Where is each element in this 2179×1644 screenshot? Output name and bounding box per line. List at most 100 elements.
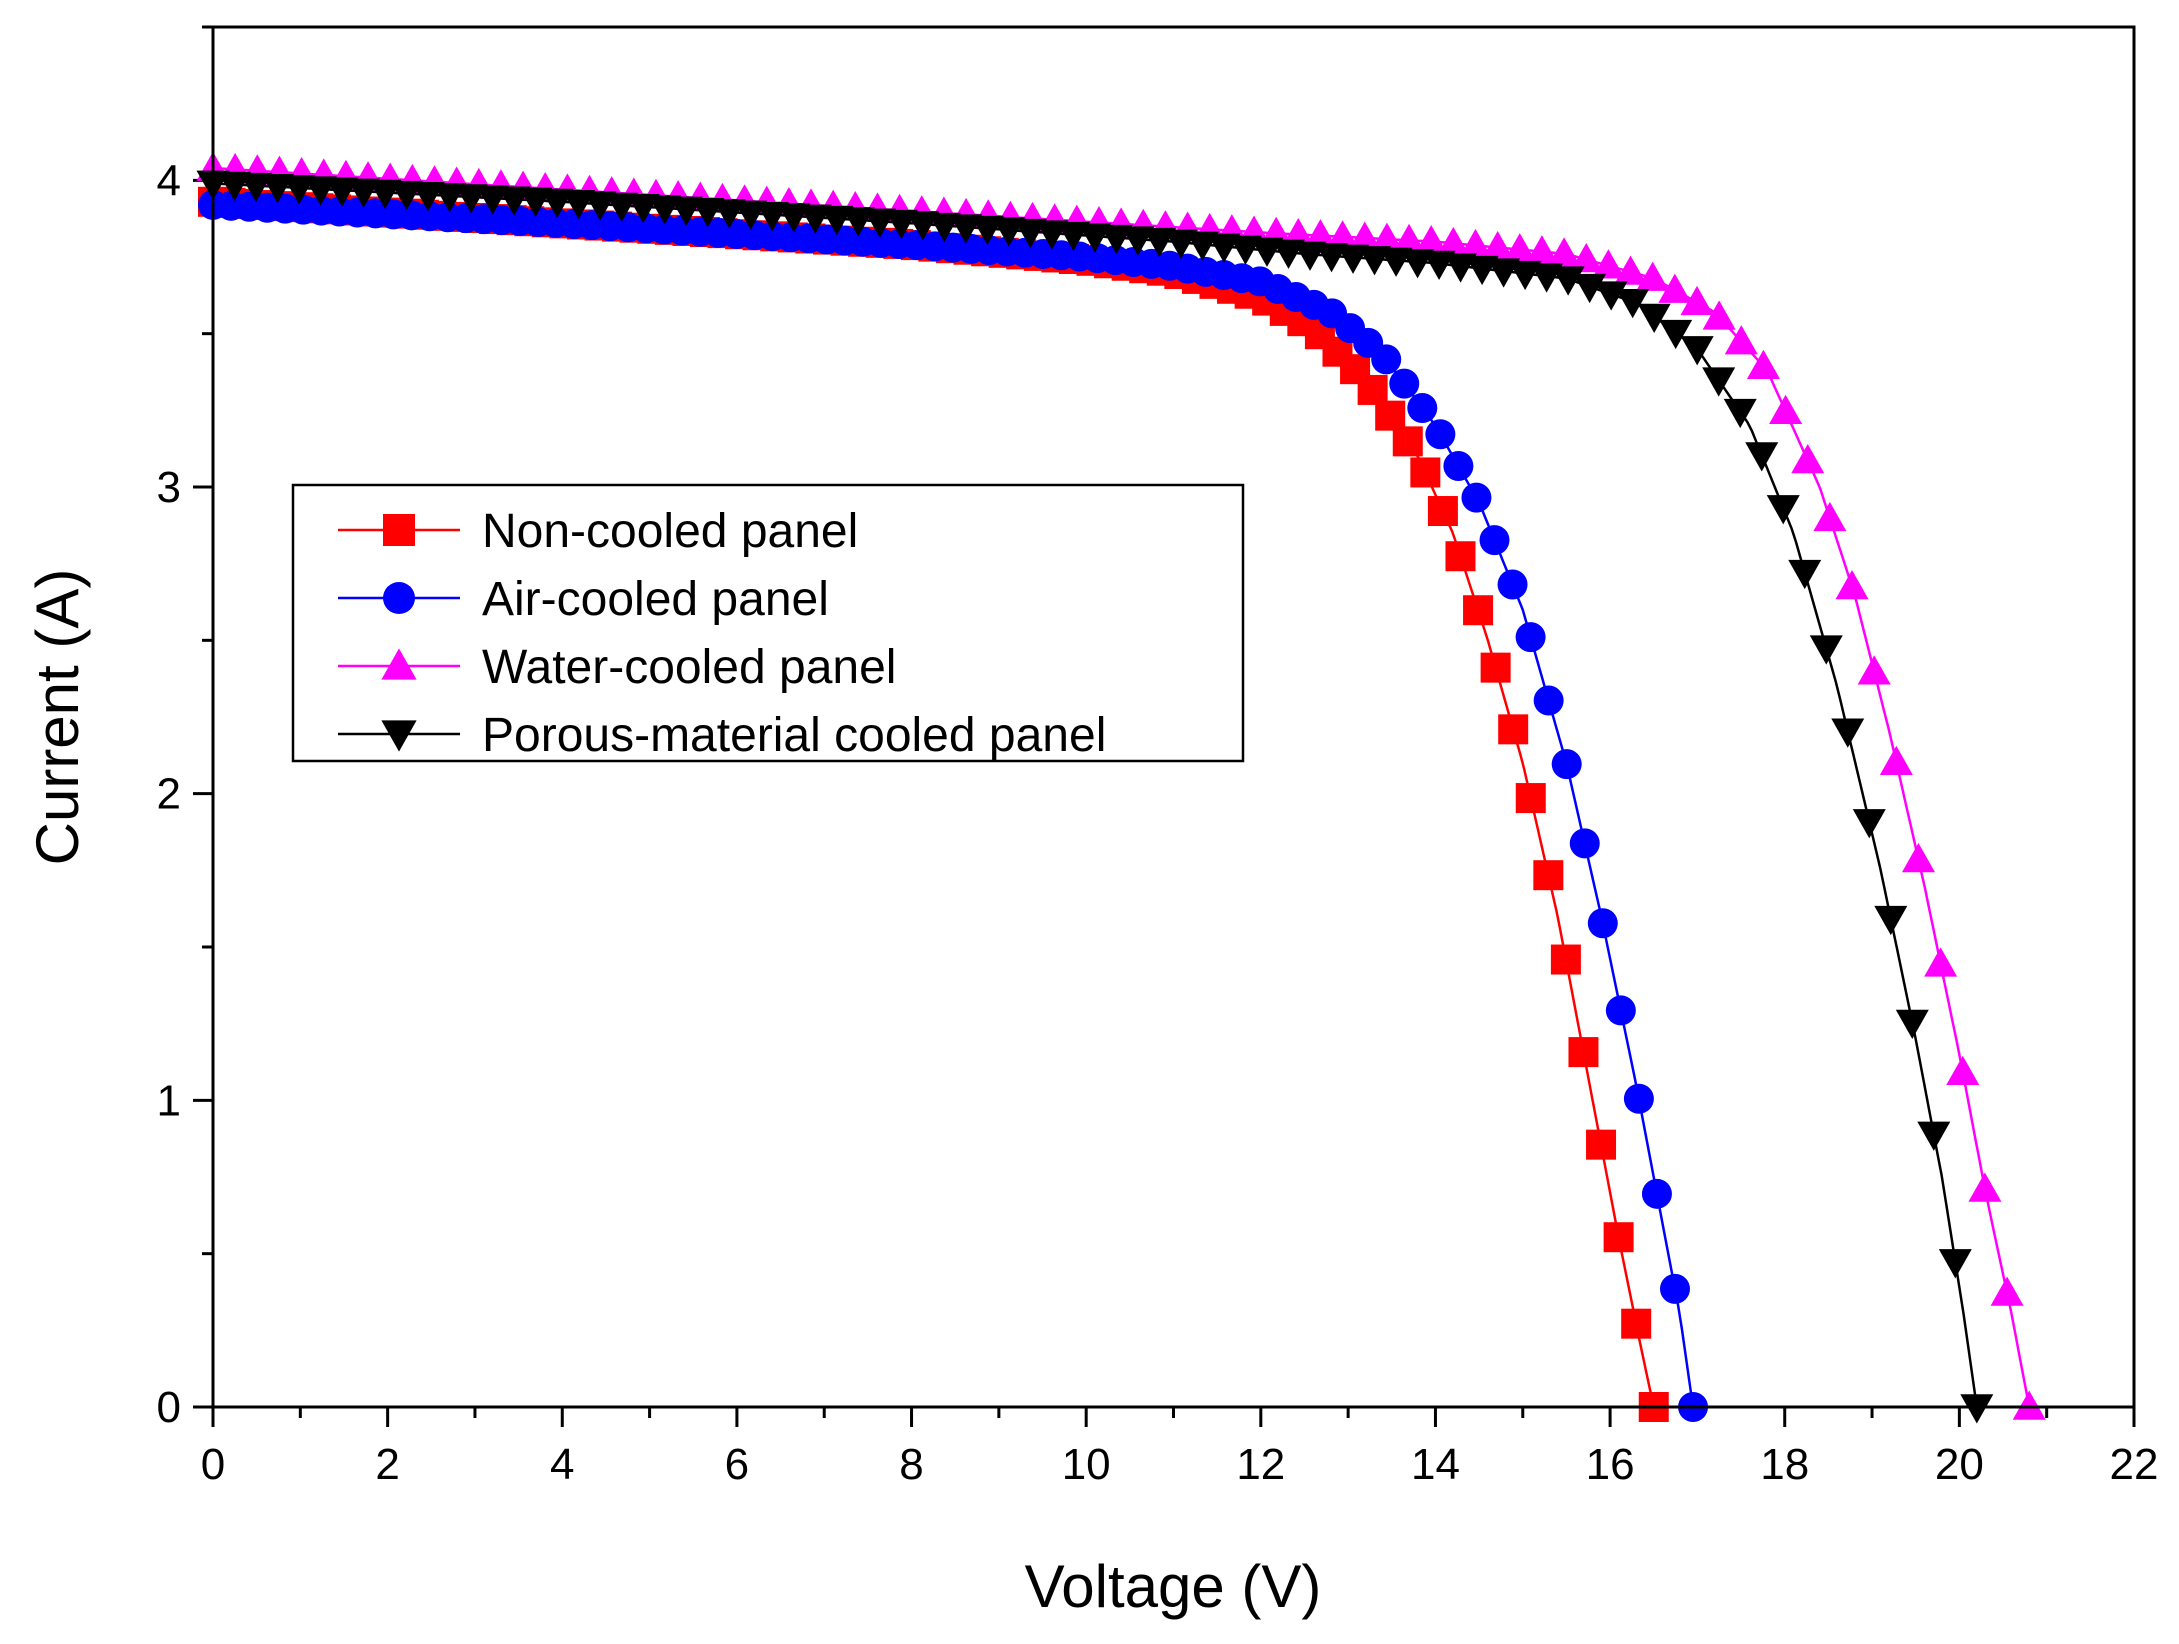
- x-tick-label: 22: [2110, 1440, 2159, 1489]
- data-point: [1525, 235, 1559, 265]
- data-point: [927, 212, 961, 243]
- data-point: [712, 199, 746, 229]
- data-point: [669, 196, 703, 226]
- data-point: [605, 192, 639, 222]
- data-point: [1480, 652, 1511, 683]
- data-point: [1745, 442, 1779, 472]
- data-point: [1547, 237, 1581, 267]
- data-point: [1336, 244, 1370, 274]
- data-point: [1348, 221, 1382, 251]
- data-point: [1895, 1009, 1929, 1040]
- data-point: [1924, 947, 1958, 977]
- data-point: [1375, 400, 1406, 431]
- data-point: [1874, 905, 1908, 936]
- data-point: [390, 180, 424, 211]
- x-tick-label: 8: [899, 1440, 923, 1489]
- data-point: [304, 176, 338, 206]
- data-point: [1680, 336, 1714, 366]
- data-point: [1445, 541, 1476, 572]
- data-point: [1551, 749, 1582, 780]
- data-point: [1636, 261, 1670, 291]
- data-point: [1901, 842, 1935, 873]
- data-point: [1879, 745, 1913, 776]
- data-point: [1568, 1037, 1599, 1068]
- x-tick-label: 18: [1760, 1440, 1809, 1489]
- data-point: [1515, 622, 1546, 653]
- data-point: [1458, 228, 1492, 259]
- data-point: [1946, 1055, 1980, 1086]
- data-point: [1410, 457, 1441, 488]
- data-point: [734, 200, 768, 230]
- data-point: [1533, 860, 1564, 891]
- data-point: [777, 203, 811, 233]
- data-point: [1503, 233, 1537, 263]
- data-point: [1591, 249, 1625, 279]
- data-point: [1407, 392, 1438, 423]
- data-point: [1497, 569, 1528, 600]
- legend-label: Porous-material cooled panel: [482, 709, 1106, 762]
- data-point: [411, 181, 445, 212]
- data-point: [1835, 569, 1869, 600]
- data-point: [1702, 367, 1736, 397]
- data-point: [1594, 281, 1628, 311]
- data-point: [992, 217, 1026, 247]
- data-point: [1121, 226, 1155, 256]
- data-point: [1990, 1276, 2024, 1306]
- data-point: [1968, 1172, 2002, 1202]
- data-point: [1315, 243, 1349, 273]
- legend-marker: [381, 648, 417, 680]
- data-point: [884, 209, 918, 240]
- data-point: [1303, 219, 1337, 249]
- data-point: [1569, 242, 1603, 273]
- data-point: [1586, 1129, 1617, 1160]
- series-line: [212, 200, 1656, 1408]
- data-point: [970, 215, 1004, 246]
- x-tick-label: 20: [1935, 1440, 1984, 1489]
- data-point: [1637, 303, 1671, 333]
- data-point: [1809, 635, 1843, 665]
- data-point: [1573, 273, 1607, 304]
- x-tick-label: 10: [1062, 1440, 1111, 1489]
- data-point: [325, 177, 359, 207]
- data-point: [1013, 218, 1047, 249]
- data-point: [1357, 374, 1388, 405]
- data-point: [1813, 501, 1847, 532]
- data-point: [497, 186, 531, 216]
- data-point: [1078, 223, 1112, 253]
- axis-ticks: [193, 25, 2136, 1427]
- data-point: [1723, 398, 1757, 429]
- legend-marker: [383, 582, 415, 614]
- y-tick-label: 2: [157, 770, 181, 819]
- data-point: [282, 175, 316, 205]
- data-point: [1641, 1178, 1672, 1209]
- data-point: [626, 194, 660, 224]
- series-air-cooled-panel: [198, 189, 1709, 1422]
- data-point: [1371, 344, 1402, 375]
- data-point: [755, 201, 789, 232]
- data-point: [1481, 230, 1515, 261]
- data-point: [1603, 1222, 1634, 1253]
- data-point: [1551, 266, 1585, 296]
- data-point: [1479, 525, 1510, 556]
- data-point: [648, 195, 682, 225]
- data-point: [583, 191, 617, 221]
- data-point: [1379, 247, 1413, 277]
- data-point: [1680, 285, 1714, 316]
- series-line: [212, 203, 1695, 1408]
- y-tick-label: 3: [157, 463, 181, 512]
- data-point: [1938, 1249, 1972, 1279]
- x-axis-title: Voltage (V): [1025, 1553, 1322, 1620]
- data-point: [1746, 349, 1780, 379]
- data-point: [2012, 1390, 2046, 1420]
- data-point: [1614, 255, 1648, 285]
- data-point: [519, 187, 553, 217]
- y-axis-title: Current (A): [24, 569, 91, 866]
- legend-marker: [383, 514, 415, 546]
- data-point: [1498, 714, 1529, 745]
- x-tick-label: 12: [1236, 1440, 1285, 1489]
- data-point: [1831, 718, 1865, 748]
- data-point: [1099, 224, 1133, 255]
- data-point: [1659, 319, 1693, 350]
